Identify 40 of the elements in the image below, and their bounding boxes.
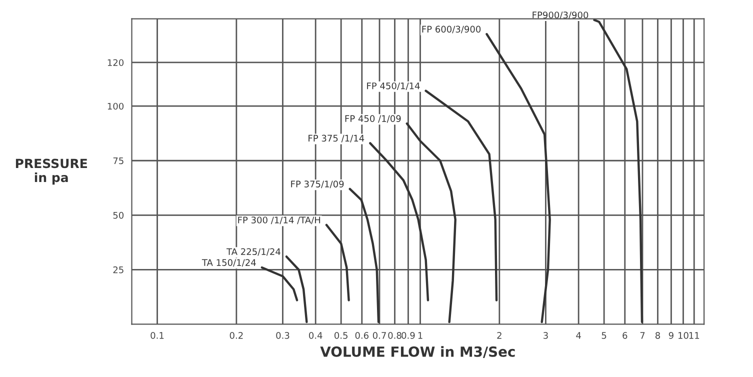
series-label: FP900/3/900 — [532, 12, 588, 20]
x-tick-label: 11 — [689, 332, 700, 339]
series-label: FP 300 /1/14 /TA/H — [238, 216, 320, 224]
x-tick-label: 7 — [640, 332, 645, 339]
x-tick-label: 8 — [655, 332, 660, 339]
x-tick-label: 4 — [576, 332, 581, 339]
y-tick-label: 75 — [113, 157, 124, 164]
series-label: FP 600/3/900 — [422, 26, 481, 34]
y-tick-label: 120 — [108, 59, 124, 66]
x-axis-title: VOLUME FLOW in M3/Sec — [320, 346, 515, 358]
series-label: FP 450/1/14 — [367, 82, 420, 90]
y-tick-label: 25 — [113, 266, 124, 274]
x-tick-label: 9 — [668, 332, 674, 339]
line-series — [285, 255, 308, 324]
line-series — [260, 266, 298, 302]
x-tick-label: 0.4 — [309, 332, 322, 339]
x-tick-label: 2 — [497, 332, 502, 339]
series-label: FP 375 /1/14 — [308, 134, 364, 142]
x-tick-label: 0.9 — [402, 332, 415, 339]
x-tick-label: 0.1 — [150, 332, 164, 339]
x-tick-label: 0.5 — [334, 332, 348, 339]
x-tick-label: 0.3 — [276, 332, 290, 339]
series-label: FP 375/1/09 — [291, 180, 344, 188]
x-tick-label: 0.2 — [230, 332, 243, 339]
line-series — [325, 224, 350, 302]
x-tick-label: 0.8 — [388, 332, 402, 339]
x-tick-label: 6 — [622, 332, 628, 339]
line-series — [348, 188, 380, 324]
x-tick-label: 0.6 — [355, 332, 369, 339]
y-tick-label: 50 — [113, 212, 124, 219]
x-tick-label: 1 — [418, 332, 422, 339]
y-tick-label: 100 — [108, 102, 124, 110]
x-tick-label: 0.7 — [372, 332, 386, 339]
x-tick-label: 5 — [602, 332, 606, 339]
x-tick-label: 10 — [678, 332, 688, 339]
series-label: TA 225/1/24 — [226, 248, 280, 256]
series-label: TA 150/1/24 — [202, 259, 256, 267]
x-tick-label: 3 — [544, 332, 548, 339]
y-axis-title: PRESSURE in pa — [16, 158, 87, 185]
series-label: FP 450 /1/09 — [345, 115, 401, 123]
